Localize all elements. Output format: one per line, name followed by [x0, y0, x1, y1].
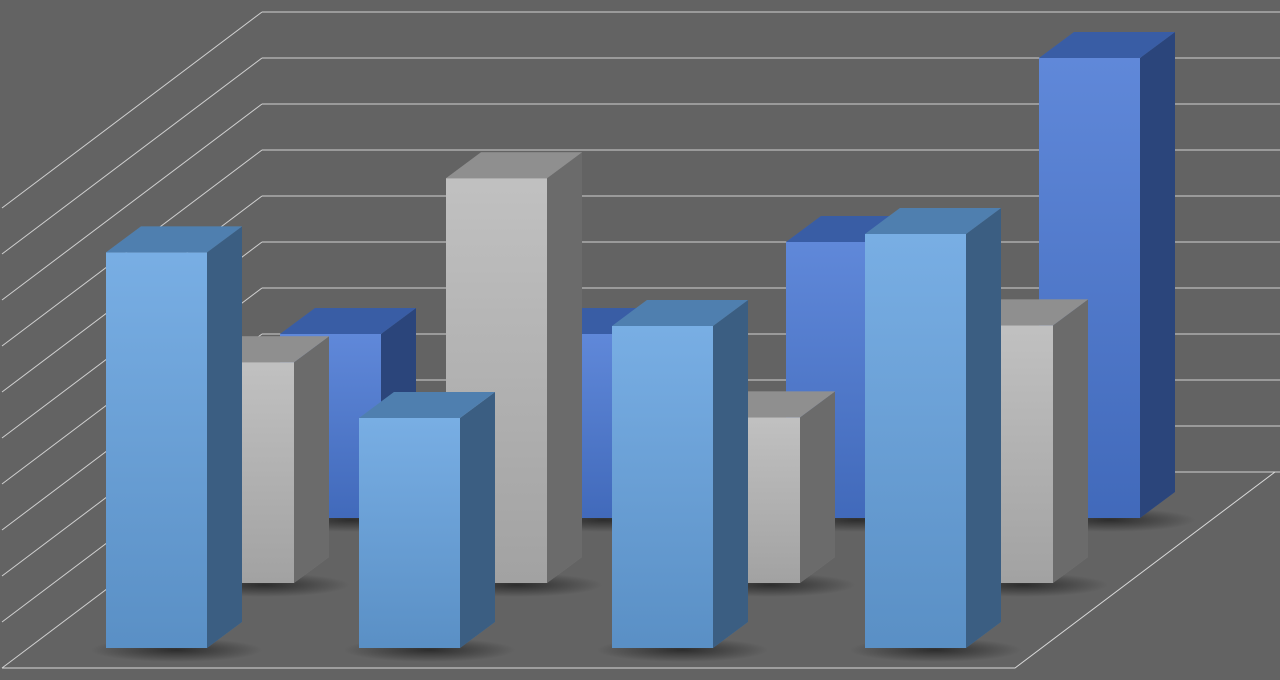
grid-line: [1, 11, 263, 209]
bar-front-shade: [106, 252, 207, 648]
bar-front-shade: [612, 326, 713, 648]
bar-side: [713, 300, 748, 648]
floor-edge: [2, 471, 1276, 669]
bar-top-shade: [280, 308, 416, 334]
bar-side-shade: [966, 208, 1001, 648]
bar-front-shade: [359, 418, 460, 648]
bar-side: [207, 226, 242, 648]
bar-side: [800, 391, 835, 583]
bar-top: [106, 226, 242, 253]
bar-side: [460, 392, 495, 648]
bar-top: [359, 392, 495, 418]
bar-top: [612, 300, 748, 326]
bars: [90, 32, 1196, 662]
bar-top: [1039, 32, 1175, 58]
bar-side-shade: [547, 152, 582, 583]
bar-side-shade: [207, 226, 242, 648]
bar-side-shade: [1053, 299, 1088, 583]
bar-side: [547, 152, 582, 583]
bar-side: [966, 208, 1001, 648]
bar-side-shade: [294, 336, 329, 583]
bar-top-shade: [612, 300, 748, 326]
bar-side-shade: [800, 391, 835, 583]
bar-top-shade: [446, 152, 582, 179]
bar: [90, 226, 263, 662]
bar-top-shade: [1039, 32, 1175, 58]
bar-top-shade: [106, 226, 242, 253]
bar-side-shade: [1140, 32, 1175, 518]
bar-side: [294, 336, 329, 583]
bar: [849, 208, 1022, 662]
bar-top: [865, 208, 1001, 234]
bar-top-shade: [359, 392, 495, 418]
bar-side-shade: [713, 300, 748, 648]
bar-top: [446, 152, 582, 179]
bar-front-shade: [865, 234, 966, 648]
bar-top-shade: [865, 208, 1001, 234]
grid-line: [1, 103, 263, 301]
bar-top: [280, 308, 416, 334]
bar: [343, 392, 516, 662]
bar: [596, 300, 769, 662]
bar-side: [1053, 299, 1088, 583]
grid-line: [1, 57, 263, 255]
bar-side-shade: [460, 392, 495, 648]
bar-side: [1140, 32, 1175, 518]
